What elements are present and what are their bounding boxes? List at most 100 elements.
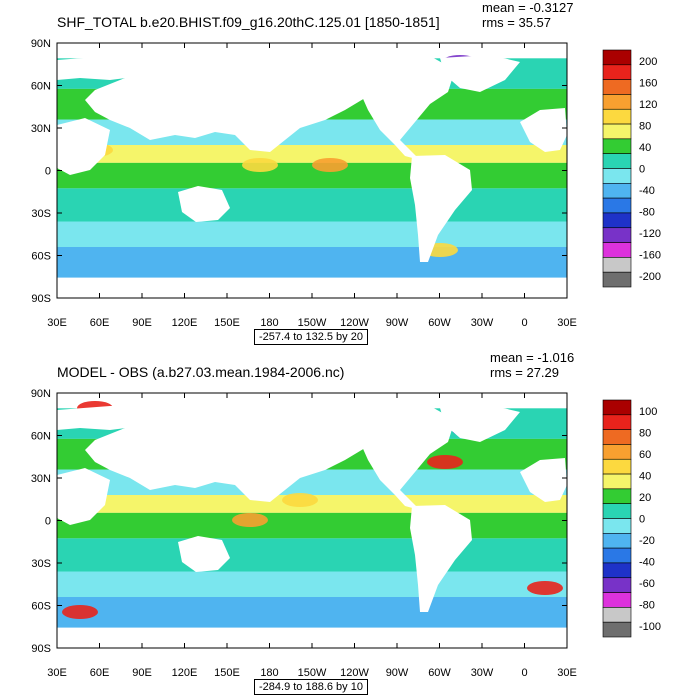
lat-tick-label: 30N xyxy=(31,473,51,485)
ocean-band xyxy=(57,571,567,597)
colorbar-swatch xyxy=(602,621,632,638)
ocean-band xyxy=(57,162,567,189)
lon-tick-label: 30E xyxy=(557,667,577,679)
colorbar-label: 40 xyxy=(639,142,651,154)
colorbar-swatch xyxy=(602,607,632,623)
colorbar-swatch xyxy=(602,49,632,66)
land-mask xyxy=(440,55,520,92)
colorbar-swatch xyxy=(602,242,632,258)
rms-label: rms = 27.29 xyxy=(490,365,560,380)
field-anomaly xyxy=(427,455,463,469)
contour-range-label: -257.4 to 132.5 by 20 xyxy=(254,329,368,345)
panel-title: MODEL - OBS (a.b27.03.mean.1984-2006.nc) xyxy=(57,364,345,380)
lon-tick-label: 180 xyxy=(260,667,278,679)
lon-tick-label: 90E xyxy=(132,667,152,679)
lat-tick-label: 60S xyxy=(31,601,51,613)
lon-tick-label: 60E xyxy=(90,317,110,329)
land-mask xyxy=(520,458,567,502)
land-mask xyxy=(85,52,395,152)
colorbar-label: 0 xyxy=(639,514,645,526)
colorbar-swatch xyxy=(602,197,632,214)
colorbar-label: -100 xyxy=(639,621,661,633)
lon-tick-label: 90E xyxy=(132,317,152,329)
lat-tick-label: 30N xyxy=(31,123,51,135)
lat-tick-label: 60N xyxy=(31,431,51,443)
lat-tick-label: 0 xyxy=(45,516,51,528)
land-mask xyxy=(85,402,395,502)
field-anomaly xyxy=(527,581,563,595)
lon-tick-label: 150W xyxy=(298,317,327,329)
colorbar-label: -40 xyxy=(639,557,655,569)
colorbar-label: 160 xyxy=(639,77,657,89)
map-layer xyxy=(57,401,567,648)
lon-tick-label: 60W xyxy=(428,317,451,329)
colorbar-label: 120 xyxy=(639,99,657,111)
lon-tick-label: 60E xyxy=(90,667,110,679)
rms-label: rms = 35.57 xyxy=(482,15,552,30)
land-mask xyxy=(440,405,520,442)
colorbar-swatch xyxy=(602,577,632,593)
colorbar-swatch xyxy=(602,488,632,504)
colorbar-label: 20 xyxy=(639,492,651,504)
colorbar-label: -80 xyxy=(639,207,655,219)
colorbar-label: 200 xyxy=(639,56,657,68)
field-anomaly xyxy=(232,513,268,527)
lat-tick-label: 90N xyxy=(31,388,51,400)
map-plot: 90N 60N 30N 0 30S 60S 90S 30E 60E 90E 120E 150E 180 1… xyxy=(31,38,661,329)
colorbar-swatch xyxy=(602,153,632,169)
lat-tick-label: 60N xyxy=(31,81,51,93)
colorbar-label: 80 xyxy=(639,427,651,439)
lon-tick-label: 0 xyxy=(521,667,527,679)
mean-label: mean = -1.016 xyxy=(490,350,575,365)
map-layer xyxy=(57,52,567,298)
ocean-band xyxy=(57,221,567,247)
colorbar-swatch xyxy=(602,257,632,273)
lon-tick-label: 150E xyxy=(214,667,240,679)
lon-tick-label: 90W xyxy=(386,317,409,329)
land-mask xyxy=(410,155,472,262)
colorbar-swatch xyxy=(602,518,632,534)
colorbar-swatch xyxy=(602,503,632,519)
land-mask xyxy=(220,402,455,510)
panel-title: SHF_TOTAL b.e20.BHIST.f09_g16.20thC.125.… xyxy=(57,14,440,30)
colorbar-label: -40 xyxy=(639,185,655,197)
colorbar-swatch xyxy=(602,414,632,430)
land-mask xyxy=(57,406,165,430)
field-anomaly xyxy=(312,158,348,172)
lon-tick-label: 120E xyxy=(172,317,198,329)
land-mask xyxy=(178,186,230,222)
colorbar-swatch xyxy=(602,562,632,579)
lon-tick-label: 120W xyxy=(340,317,369,329)
ocean-band xyxy=(57,188,567,222)
lon-tick-label: 30E xyxy=(557,317,577,329)
land-mask xyxy=(178,536,230,572)
ocean-band xyxy=(57,247,567,278)
land-mask xyxy=(220,52,455,160)
lon-tick-label: 180 xyxy=(260,317,278,329)
colorbar-swatch xyxy=(602,533,632,549)
lat-tick-label: 0 xyxy=(45,166,51,178)
land-mask xyxy=(57,118,110,175)
colorbar-swatch xyxy=(602,94,632,110)
lat-tick-label: 30S xyxy=(31,558,51,570)
lon-tick-label: 60W xyxy=(428,667,451,679)
lat-tick-label: 90N xyxy=(31,38,51,50)
land-mask xyxy=(520,108,567,152)
colorbar-label: -200 xyxy=(639,271,661,283)
colorbar-swatch xyxy=(602,444,632,460)
lon-tick-label: 90W xyxy=(386,667,409,679)
map-panel-bottom: MODEL - OBS (a.b27.03.mean.1984-2006.nc)… xyxy=(0,350,700,700)
lat-tick-label: 90S xyxy=(31,293,51,305)
map-panel-top: SHF_TOTAL b.e20.BHIST.f09_g16.20thC.125.… xyxy=(31,0,661,345)
lon-tick-label: 30E xyxy=(47,317,67,329)
map-plot: 90N 60N 30N 0 30S 60S 90S 30E 60E 90E 120E 150E 180 1… xyxy=(31,388,661,679)
lon-tick-label: 30W xyxy=(471,317,494,329)
lon-tick-label: 30E xyxy=(47,667,67,679)
field-anomaly xyxy=(282,493,318,507)
colorbar-label: 40 xyxy=(639,470,651,482)
colorbar-swatch xyxy=(602,547,632,564)
colorbar-swatch xyxy=(602,473,632,490)
mean-label: mean = -0.3127 xyxy=(482,0,574,15)
colorbar-swatch xyxy=(602,64,632,80)
colorbar-swatch xyxy=(602,123,632,140)
